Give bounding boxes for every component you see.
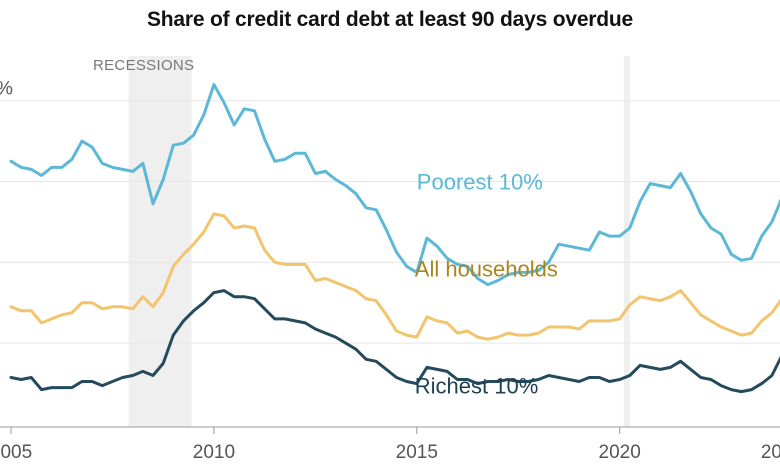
x-axis-ticks: 2005 2010 2015 2020 2024 [0, 427, 780, 463]
series-label-richest-10: Richest 10% [415, 374, 539, 399]
series-line-all-households [9, 212, 780, 341]
series-labels: Poorest 10% All households Richest 10% [415, 170, 558, 399]
recessions-label: RECESSIONS [93, 57, 194, 74]
series-label-all-households: All households [415, 256, 558, 281]
series-label-poorest-10: Poorest 10% [417, 170, 543, 195]
series-line-richest-10 [9, 289, 780, 394]
y-axis-ticks: % [0, 79, 13, 100]
x-tick-label-2024: 2024 [761, 442, 780, 463]
x-tick-label-2010: 2010 [193, 442, 235, 463]
chart-title: Share of credit card debt at least 90 da… [146, 8, 634, 31]
recession-band-2 [623, 56, 630, 427]
series-lines [9, 83, 780, 394]
series-line-poorest-10 [9, 83, 780, 287]
x-tick-label-2020: 2020 [599, 442, 641, 463]
x-tick-label-2015: 2015 [396, 442, 438, 463]
y-tick-label: % [0, 79, 13, 100]
gridlines [0, 100, 780, 344]
x-tick-label-2005: 2005 [0, 442, 32, 463]
recession-band-1 [128, 56, 192, 427]
